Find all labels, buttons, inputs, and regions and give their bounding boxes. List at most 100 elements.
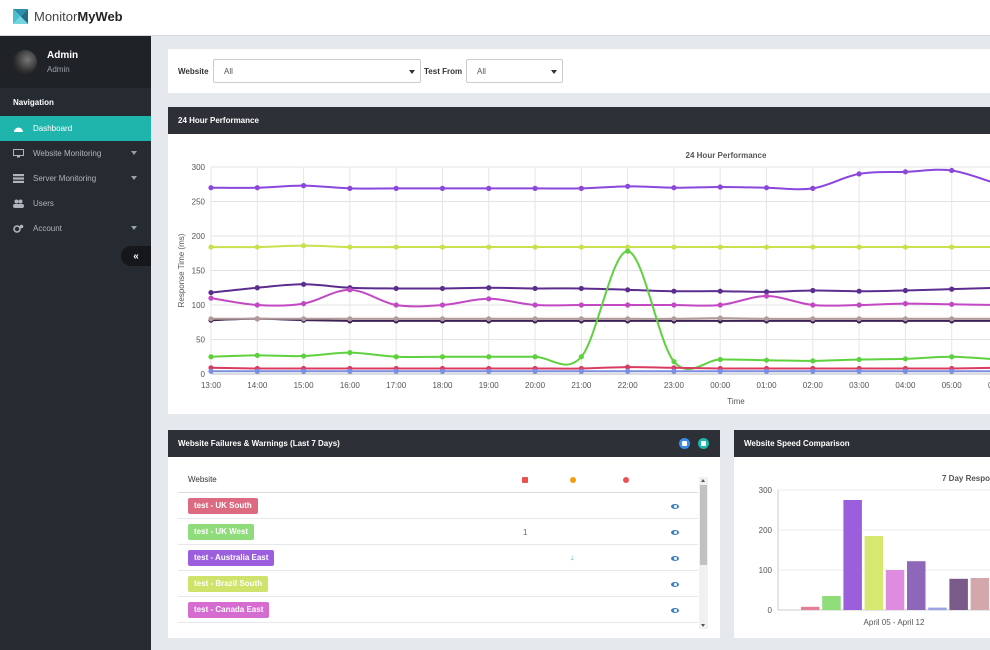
data-point[interactable] [393,285,399,292]
data-point[interactable] [532,285,538,292]
data-point[interactable] [254,285,260,291]
eye-icon[interactable] [671,608,679,613]
data-point[interactable] [208,354,214,360]
sidebar-item-dashboard[interactable]: Dashboard [0,116,151,141]
data-point[interactable] [532,302,538,308]
data-point[interactable] [254,352,260,358]
data-point[interactable] [810,302,816,308]
website-select[interactable]: All [213,59,421,83]
data-point[interactable] [208,185,214,191]
data-point[interactable] [578,244,584,250]
data-point[interactable] [208,368,214,374]
data-point[interactable] [625,302,631,308]
bar[interactable] [907,561,926,610]
scroll-down-icon[interactable] [701,624,705,627]
data-point[interactable] [578,302,584,308]
data-point[interactable] [347,185,353,191]
site-badge[interactable]: test - Australia East [188,550,275,566]
data-point[interactable] [625,244,631,250]
eye-icon[interactable] [671,582,679,587]
data-point[interactable] [810,368,816,374]
data-point[interactable] [439,244,446,250]
data-point[interactable] [671,288,677,294]
data-point[interactable] [763,357,770,363]
data-point[interactable] [902,244,909,250]
data-point[interactable] [671,316,677,322]
user-profile[interactable]: Admin Admin [0,36,151,88]
sidebar-item-users[interactable]: Users [0,191,151,216]
data-point[interactable] [671,302,677,308]
data-point[interactable] [486,285,492,291]
data-point[interactable] [486,185,492,191]
data-point[interactable] [532,244,538,250]
data-point[interactable] [300,301,307,307]
site-badge[interactable]: test - Canada East [188,602,270,618]
app-logo[interactable]: MonitorMyWeb [13,9,123,24]
data-point[interactable] [625,316,631,322]
data-point[interactable] [717,315,723,321]
data-point[interactable] [347,244,353,250]
data-point[interactable] [671,368,677,374]
bar[interactable] [822,596,841,610]
data-point[interactable] [717,302,723,308]
data-point[interactable] [439,354,446,360]
bar[interactable] [843,500,862,610]
data-point[interactable] [717,368,723,374]
bar[interactable] [864,536,884,610]
data-point[interactable] [949,286,955,292]
eye-icon[interactable] [671,556,679,561]
data-point[interactable] [671,244,677,250]
data-point[interactable] [949,368,955,374]
data-point[interactable] [625,183,631,189]
data-point[interactable] [486,316,492,322]
data-point[interactable] [625,364,631,370]
data-point[interactable] [902,301,909,307]
data-point[interactable] [486,244,492,250]
data-point[interactable] [763,316,770,322]
data-point[interactable] [578,285,584,292]
table-scrollbar[interactable] [699,477,708,629]
sidebar-item-server-monitoring[interactable]: Server Monitoring [0,166,151,191]
data-point[interactable] [439,368,446,374]
data-point[interactable] [949,244,955,250]
data-point[interactable] [763,368,770,374]
data-point[interactable] [717,288,723,294]
site-badge[interactable]: test - UK South [188,498,258,514]
data-point[interactable] [625,287,631,293]
data-point[interactable] [300,316,307,322]
data-point[interactable] [810,185,816,191]
scroll-up-icon[interactable] [701,479,705,482]
data-point[interactable] [856,244,862,250]
data-point[interactable] [902,169,909,175]
data-point[interactable] [902,287,909,294]
data-point[interactable] [208,289,214,296]
sidebar-item-website-monitoring[interactable]: Website Monitoring [0,141,151,166]
data-point[interactable] [902,368,909,374]
data-point[interactable] [671,185,677,191]
data-point[interactable] [393,316,399,322]
data-point[interactable] [254,316,260,322]
data-point[interactable] [949,316,955,322]
data-point[interactable] [254,244,260,250]
refresh-icon[interactable] [698,438,709,449]
data-point[interactable] [578,185,584,191]
data-point[interactable] [486,368,492,374]
data-point[interactable] [717,244,723,250]
data-point[interactable] [393,302,399,308]
data-point[interactable] [208,295,214,301]
data-point[interactable] [208,244,214,250]
data-point[interactable] [856,288,862,294]
data-point[interactable] [671,358,677,365]
data-point[interactable] [810,287,816,294]
data-point[interactable] [625,248,631,254]
data-point[interactable] [532,316,538,322]
data-point[interactable] [254,185,260,191]
scrollbar-thumb[interactable] [700,485,707,565]
data-point[interactable] [763,293,770,299]
data-point[interactable] [578,354,584,360]
data-point[interactable] [578,316,584,322]
data-point[interactable] [300,243,307,249]
data-point[interactable] [810,244,816,250]
data-point[interactable] [856,316,862,322]
data-point[interactable] [625,368,631,374]
